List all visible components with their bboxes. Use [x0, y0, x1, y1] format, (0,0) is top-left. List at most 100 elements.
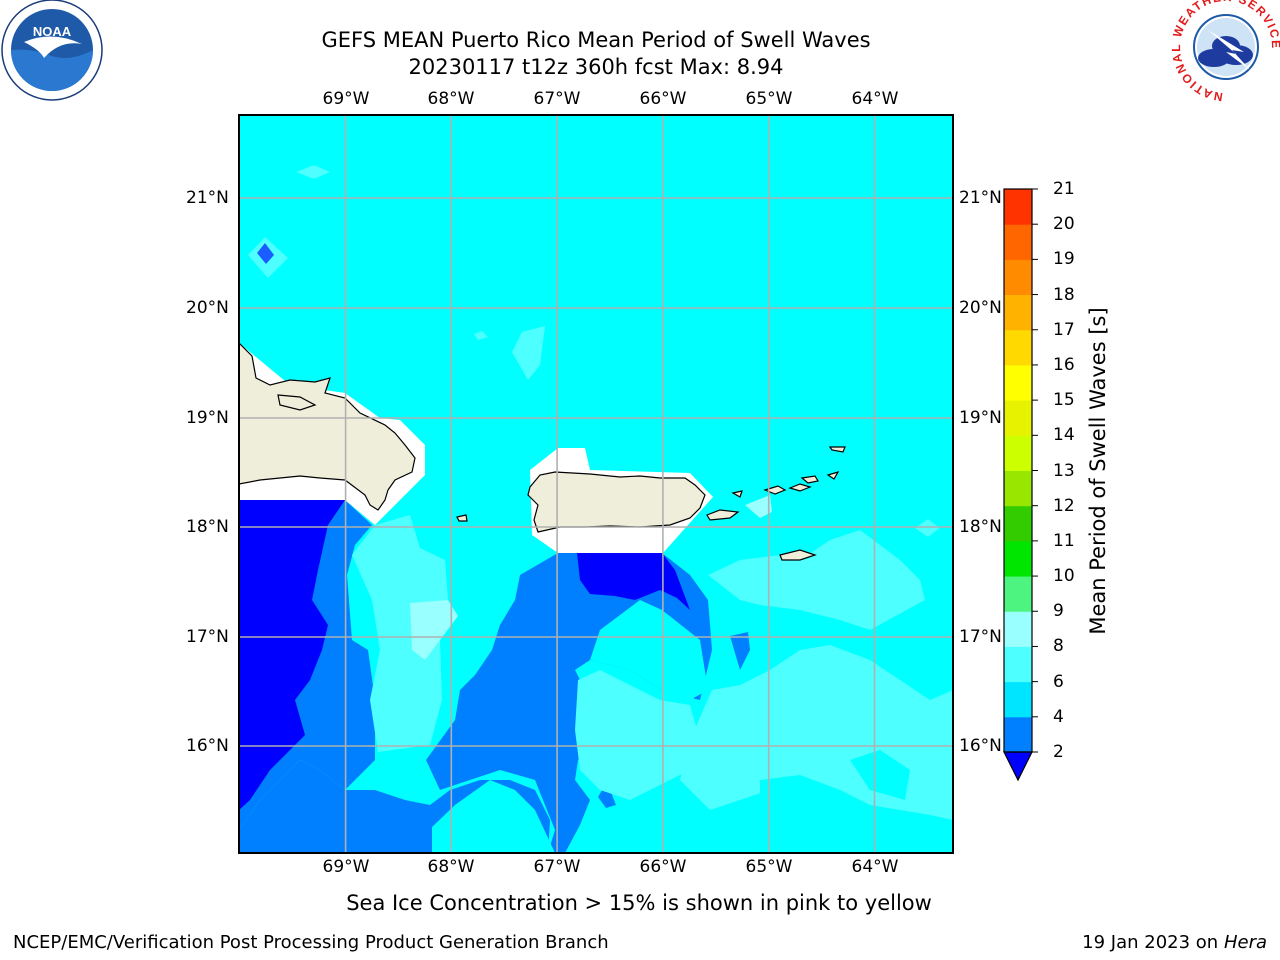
colorbar-segment [1004, 364, 1032, 401]
lat-label-right: 18°N [959, 517, 1002, 537]
contour-6-8 [915, 519, 940, 537]
contour-8-9 [745, 495, 772, 518]
lon-label-bottom: 66°W [639, 857, 687, 877]
culebra-land [731, 490, 743, 498]
lon-label-bottom: 65°W [745, 857, 793, 877]
colorbar-tick-label: 8 [1053, 636, 1064, 657]
colorbar-tick-label: 17 [1053, 319, 1075, 340]
contour-6-8 [708, 530, 925, 630]
lon-label-top: 67°W [533, 89, 581, 109]
colorbar-segment [1004, 681, 1032, 718]
lat-label-right: 21°N [959, 188, 1002, 208]
lat-label-left: 17°N [186, 627, 229, 647]
hispaniola-land [239, 342, 416, 511]
colorbar-title: Mean Period of Swell Waves [s] [1086, 307, 1110, 635]
colorbar-tick-label: 18 [1053, 284, 1075, 305]
colorbar [1003, 188, 1038, 782]
lon-label-bottom: 69°W [322, 857, 370, 877]
colorbar-tick-label: 9 [1053, 601, 1064, 622]
colorbar-tick-label: 14 [1053, 425, 1075, 446]
lon-label-top: 68°W [427, 89, 475, 109]
colorbar-tick-label: 6 [1053, 671, 1064, 692]
noaa-logo: NOAA [1, 0, 103, 101]
noaa-logo-text: NOAA [33, 24, 72, 39]
colorbar-tick-label: 20 [1053, 214, 1075, 235]
contour-6-8 [296, 165, 330, 179]
colorbar-segment [1004, 400, 1032, 436]
lat-label-left: 19°N [186, 408, 229, 428]
colorbar-tick-label: 21 [1053, 179, 1075, 199]
colorbar-segment [1004, 435, 1032, 471]
colorbar-segment [1004, 576, 1032, 612]
st-croix-land [779, 549, 817, 561]
lat-label-right: 16°N [959, 736, 1002, 756]
colorbar-segment [1004, 294, 1032, 331]
map-plot-area [239, 115, 953, 853]
colorbar-segment [1004, 646, 1032, 683]
contour-2-4 [598, 782, 616, 808]
colorbar-tick-label: 4 [1053, 706, 1064, 727]
colorbar-tick-label: 19 [1053, 249, 1075, 270]
lon-label-top: 64°W [851, 89, 899, 109]
contour-4-6 [590, 600, 708, 700]
footer-machine: Hera [1223, 932, 1267, 953]
colorbar-under-triangle [1003, 751, 1033, 782]
contour-under-2 [577, 553, 690, 610]
colorbar-segment [1004, 189, 1032, 225]
colorbar-tick-label: 15 [1053, 390, 1075, 411]
colorbar-segment [1004, 470, 1032, 507]
puerto-rico-land [527, 471, 706, 533]
anegada-land [828, 446, 846, 453]
contour-6-8 [512, 326, 545, 380]
mona-island-land [456, 514, 468, 522]
colorbar-segment [1004, 224, 1032, 260]
lat-label-left: 16°N [186, 736, 229, 756]
lon-label-top: 69°W [322, 89, 370, 109]
colorbar-tick-label: 10 [1053, 566, 1075, 587]
footer-date-text: 19 Jan 2023 on [1082, 932, 1219, 953]
contour-4-6 [760, 775, 953, 853]
contour-6-8 [474, 331, 488, 340]
tortola-land [788, 483, 812, 492]
footer-date: 19 Jan 2023 on Hera [1082, 932, 1267, 953]
lon-label-top: 66°W [639, 89, 687, 109]
lat-label-left: 20°N [186, 298, 229, 318]
island-land [826, 470, 840, 480]
contour-6-8 [680, 645, 953, 853]
colorbar-tick-label: 11 [1053, 530, 1075, 551]
colorbar-tick-label: 16 [1053, 354, 1075, 375]
nws-logo: NATIONAL WEATHER SERVICE [1169, 0, 1280, 104]
contour-6-8 [352, 515, 448, 752]
lat-label-left: 21°N [186, 188, 229, 208]
contour-under-2 [239, 500, 345, 810]
lon-label-bottom: 67°W [533, 857, 581, 877]
contour-6-8 [575, 670, 700, 800]
contour-2-4 [257, 243, 274, 264]
lon-label-top: 65°W [745, 89, 793, 109]
lon-label-bottom: 68°W [427, 857, 475, 877]
colorbar-segment [1004, 716, 1032, 753]
map-frame [238, 114, 954, 854]
chart-title: GEFS MEAN Puerto Rico Mean Period of Swe… [321, 28, 871, 52]
contour-2-4 [730, 632, 750, 670]
contour-4-6 [850, 750, 910, 800]
st-thomas-land [763, 485, 787, 495]
lat-label-right: 17°N [959, 627, 1002, 647]
contour-4-6 [432, 780, 555, 853]
lat-label-left: 18°N [186, 517, 229, 537]
lon-label-bottom: 64°W [851, 857, 899, 877]
colorbar-tick-label: 13 [1053, 460, 1075, 481]
colorbar-segment [1004, 259, 1032, 296]
contour-8-9 [410, 600, 458, 660]
colorbar-segment [1004, 540, 1032, 577]
colorbar-tick-label: 2 [1053, 742, 1064, 762]
tortuga-land [277, 394, 317, 411]
vieques-land [706, 509, 740, 521]
virgin-gorda-land [800, 475, 819, 484]
footer-branch: NCEP/EMC/Verification Post Processing Pr… [13, 932, 609, 953]
lat-label-right: 20°N [959, 298, 1002, 318]
chart-subtitle: 20230117 t12z 360h fcst Max: 8.94 [408, 55, 784, 79]
colorbar-segment [1004, 329, 1032, 366]
colorbar-segment [1004, 505, 1032, 542]
colorbar-tick-label: 12 [1053, 495, 1075, 516]
